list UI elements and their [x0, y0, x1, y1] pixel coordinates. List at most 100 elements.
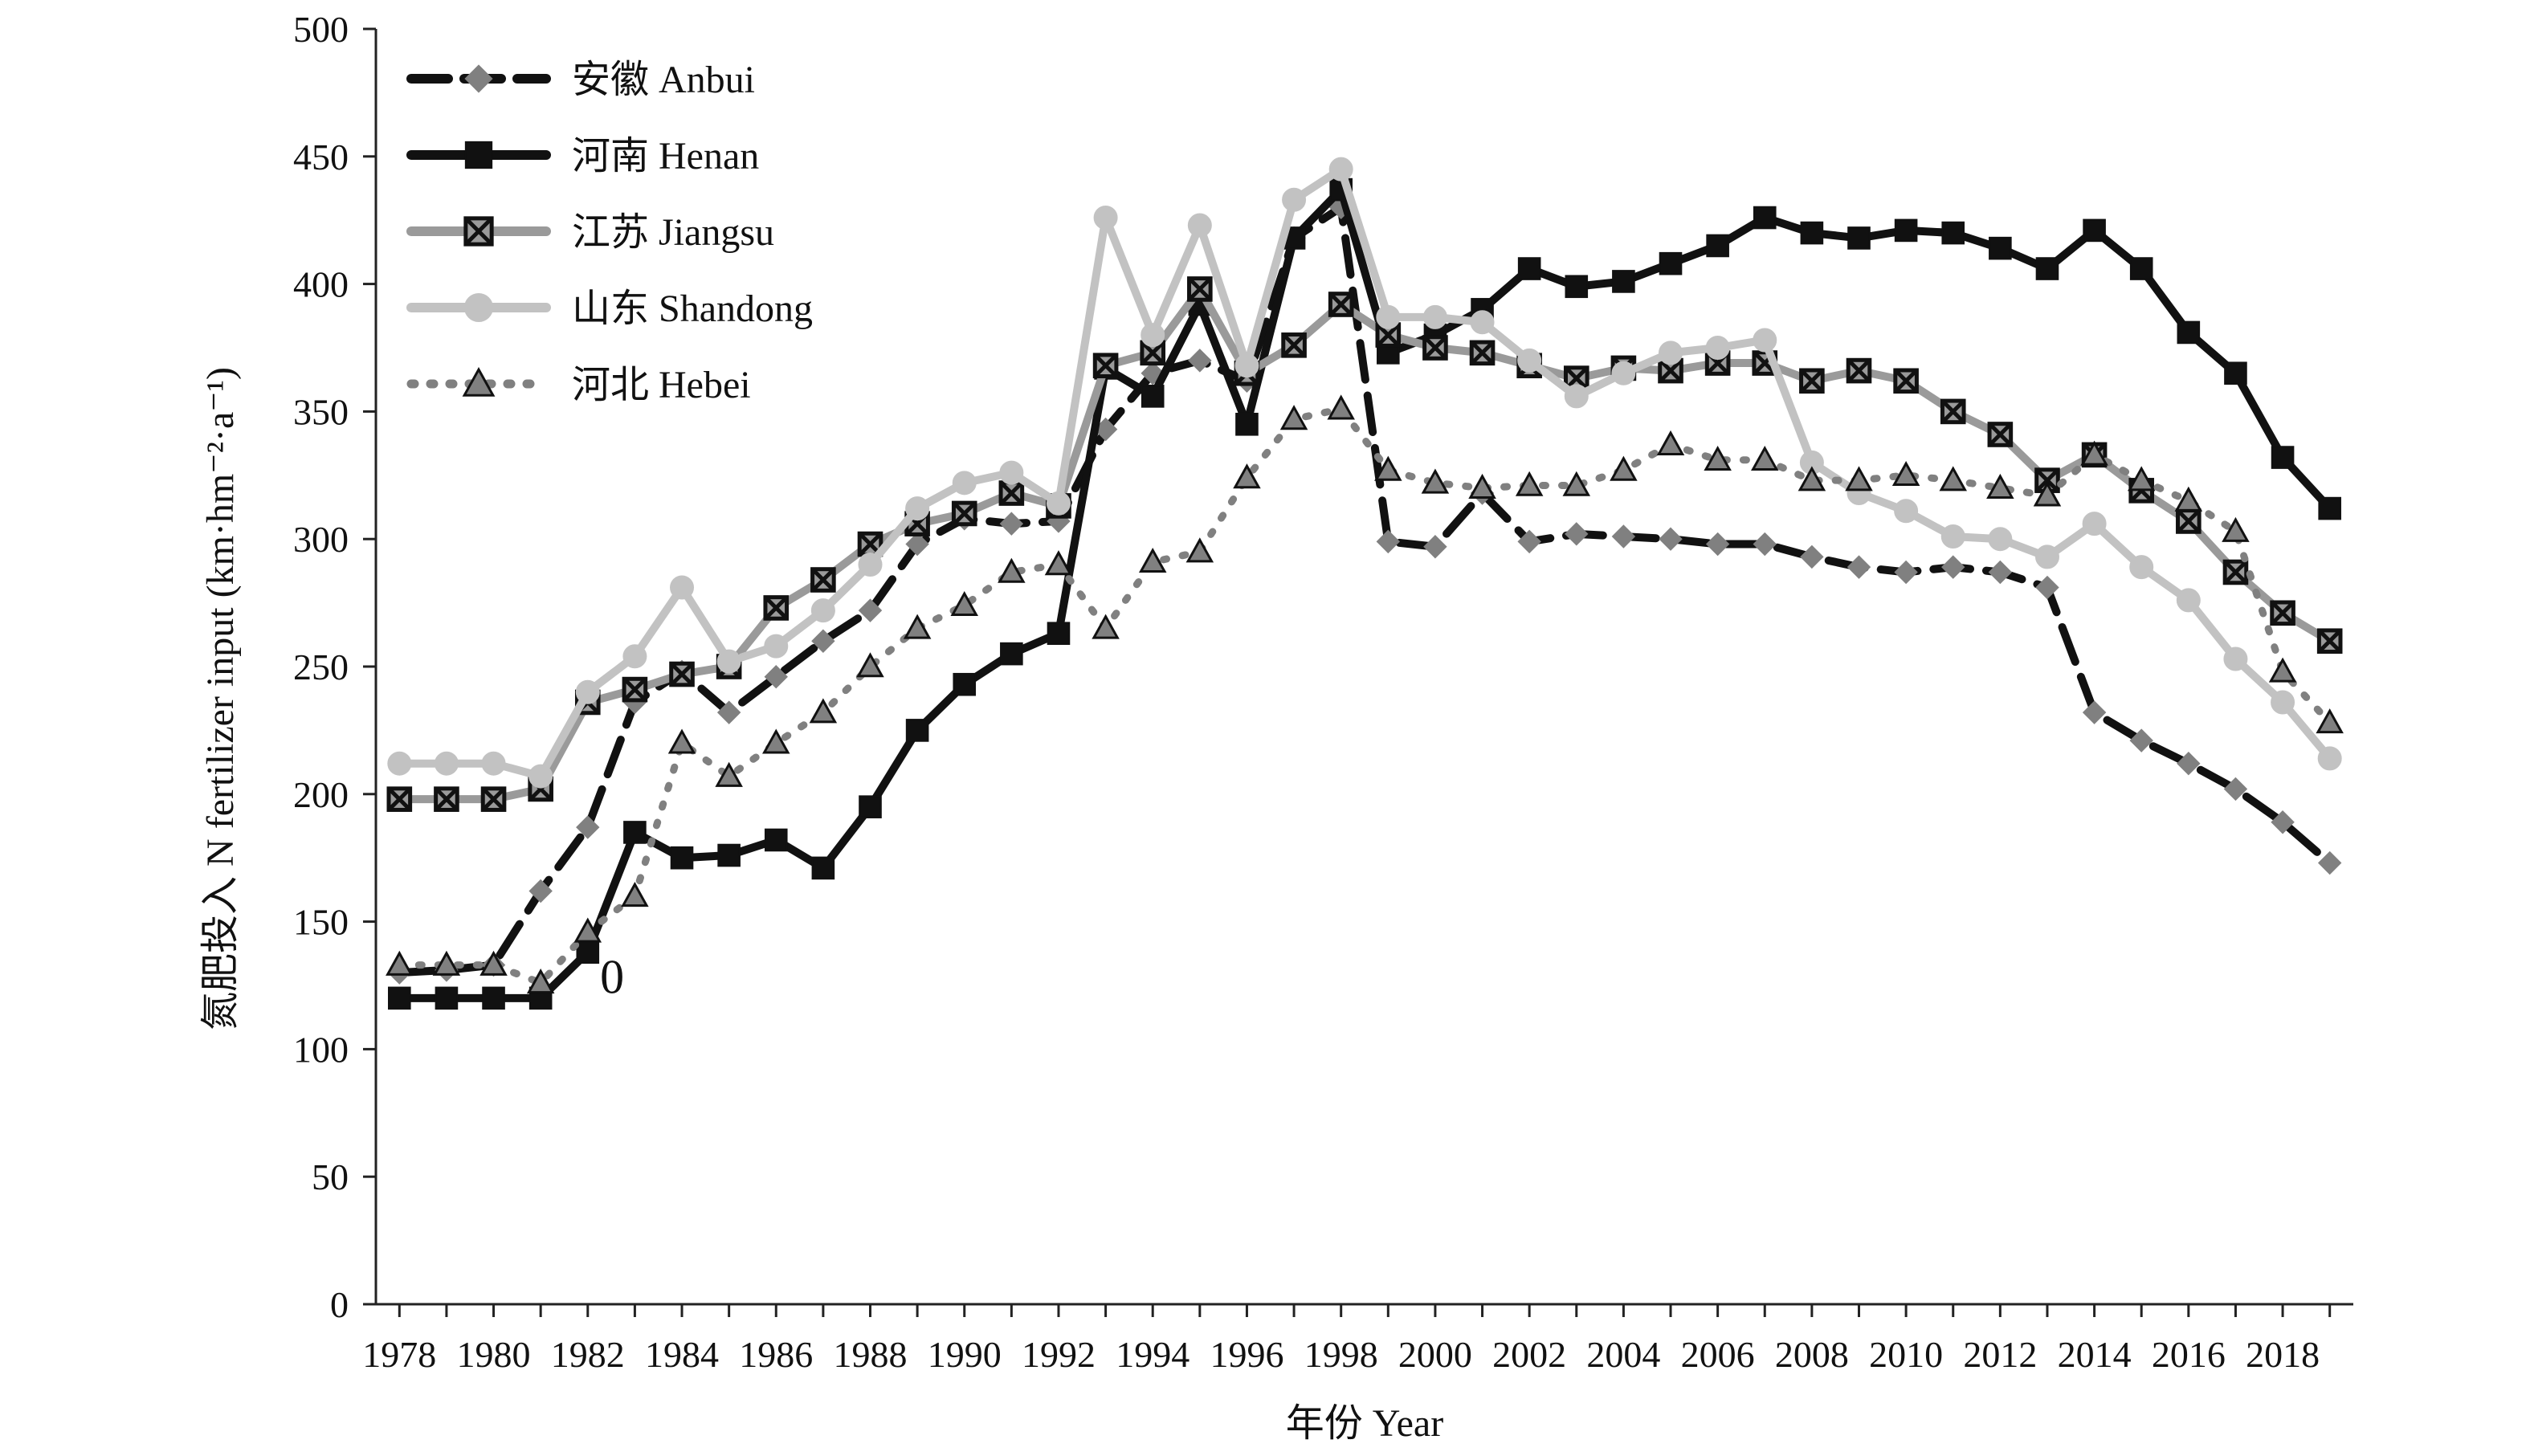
- data-point: [480, 786, 507, 812]
- data-point: [528, 764, 553, 789]
- data-point: [1941, 555, 1965, 579]
- data-point: [1234, 353, 1259, 378]
- triangle-marker-shape: [1891, 461, 1920, 487]
- series-1: [388, 177, 2341, 1010]
- data-point: [2129, 728, 2153, 752]
- triangle-marker-shape: [762, 728, 790, 754]
- data-point: [1422, 304, 1447, 329]
- data-point: [1281, 332, 1307, 358]
- data-point: [1753, 532, 1777, 557]
- data-point: [1751, 445, 1779, 471]
- circle-marker-shape: [2271, 690, 2295, 715]
- diamond-marker-shape: [764, 664, 788, 689]
- data-point: [1140, 340, 1166, 366]
- data-point: [1562, 471, 1591, 496]
- x-tick-label: 1994: [1116, 1334, 1190, 1375]
- data-point: [1798, 466, 1826, 491]
- triangle-marker-shape: [1233, 463, 1261, 489]
- square-marker-shape: [623, 821, 647, 844]
- data-point: [716, 649, 741, 674]
- legend-marker: [464, 293, 493, 322]
- circle-marker-shape: [1659, 341, 1683, 365]
- data-point: [1421, 468, 1450, 494]
- x-tick-label: 1982: [551, 1334, 625, 1375]
- data-point: [2034, 467, 2060, 493]
- circle-marker-shape: [952, 471, 977, 496]
- x-tick-label: 2002: [1492, 1334, 1566, 1375]
- xsquare-marker-cross: [1658, 358, 1683, 383]
- diamond-marker-shape: [464, 64, 493, 93]
- data-point: [2223, 646, 2248, 671]
- y-tick-label: 300: [293, 519, 349, 560]
- diamond-marker-shape: [1846, 555, 1871, 579]
- y-tick-label: 150: [293, 902, 349, 943]
- xsquare-marker-cross: [999, 480, 1024, 506]
- x-tick-label: 2004: [1586, 1334, 1660, 1375]
- data-point: [2222, 516, 2250, 542]
- triangle-marker-shape: [1704, 445, 1732, 471]
- data-point: [809, 698, 838, 724]
- circle-marker-shape: [1328, 157, 1353, 181]
- data-point: [998, 557, 1026, 583]
- circle-marker-shape: [1988, 527, 2013, 552]
- legend-label: 安徽 Anbui: [572, 59, 755, 101]
- data-point: [1940, 398, 1966, 425]
- square-marker-shape: [1941, 221, 1965, 245]
- data-point: [1327, 394, 1355, 420]
- circle-marker-shape: [2223, 646, 2248, 671]
- data-point: [667, 728, 696, 754]
- data-point: [1565, 522, 1589, 546]
- circle-marker-shape: [1141, 323, 1165, 348]
- data-point: [1469, 340, 1496, 366]
- data-point: [1611, 361, 1636, 385]
- data-point: [1468, 473, 1496, 499]
- data-point: [1893, 368, 1919, 394]
- legend-label: 山东 Shandong: [572, 288, 813, 330]
- data-point: [2224, 361, 2247, 385]
- triangle-marker-shape: [1421, 468, 1450, 494]
- triangle-marker-shape: [1610, 455, 1638, 481]
- data-point: [573, 917, 602, 943]
- square-marker-shape: [1517, 257, 1541, 280]
- square-marker-shape: [1235, 412, 1259, 436]
- x-tick-label: 2000: [1398, 1334, 1472, 1375]
- data-point: [1891, 461, 1920, 487]
- data-point: [1705, 532, 1730, 557]
- data-point: [1894, 218, 1918, 243]
- square-marker-shape: [2083, 218, 2106, 243]
- xsquare-marker-cross: [764, 595, 789, 621]
- xsquare-marker-cross: [1470, 341, 1495, 365]
- x-tick-label: 2008: [1775, 1334, 1849, 1375]
- data-point: [2176, 588, 2201, 613]
- triangle-marker-shape: [998, 557, 1026, 583]
- x-tick-label: 1978: [362, 1334, 436, 1375]
- diamond-marker-shape: [1988, 560, 2013, 585]
- triangle-marker-shape: [950, 590, 978, 617]
- diamond-marker-shape: [905, 532, 929, 557]
- triangle-marker-shape: [715, 761, 743, 787]
- data-point: [2271, 810, 2295, 834]
- x-tick-label: 1988: [834, 1334, 908, 1375]
- circle-marker-shape: [481, 751, 506, 776]
- data-point: [2035, 257, 2059, 280]
- xsquare-marker-cross: [1846, 358, 1871, 383]
- square-marker-shape: [859, 795, 882, 818]
- diamond-marker-shape: [1423, 535, 1447, 559]
- data-point: [2080, 440, 2108, 466]
- data-point: [1092, 353, 1119, 379]
- square-marker-shape: [764, 828, 788, 852]
- diamond-marker-shape: [811, 629, 835, 653]
- data-point: [526, 969, 555, 994]
- data-point: [386, 950, 414, 976]
- data-point: [1847, 226, 1871, 250]
- data-point: [1845, 466, 1873, 491]
- data-point: [1141, 323, 1165, 348]
- data-point: [1374, 455, 1402, 481]
- circle-marker-shape: [2034, 544, 2059, 569]
- legend-label: 河南 Henan: [572, 135, 759, 177]
- x-tick-label: 2010: [1869, 1334, 1943, 1375]
- triangle-marker-shape: [526, 969, 555, 994]
- data-point: [1753, 328, 1777, 353]
- circle-marker-shape: [999, 460, 1024, 485]
- data-point: [576, 815, 600, 839]
